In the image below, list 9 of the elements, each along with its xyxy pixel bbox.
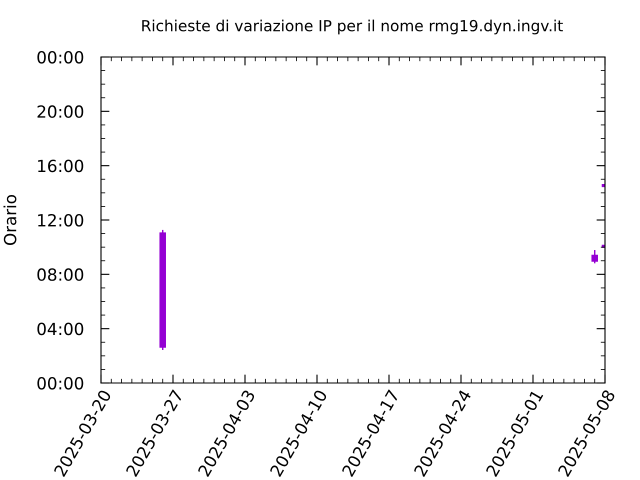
y-tick-label: 20:00 (38, 105, 84, 118)
y-tick-label: 16:00 (38, 160, 84, 172)
y-tick-label: 12:00 (38, 214, 84, 227)
y-axis-title: Orario (4, 194, 16, 245)
chart-title: Richieste di variazione IP per il nome rmg19.dyn.ingv.it (142, 20, 563, 34)
y-tick-label: 00:00 (37, 50, 84, 64)
y-tick-label: 04:00 (37, 322, 84, 336)
y-tick-label: 00:00 (37, 376, 84, 390)
y-tick-label: 08:00 (37, 268, 84, 281)
